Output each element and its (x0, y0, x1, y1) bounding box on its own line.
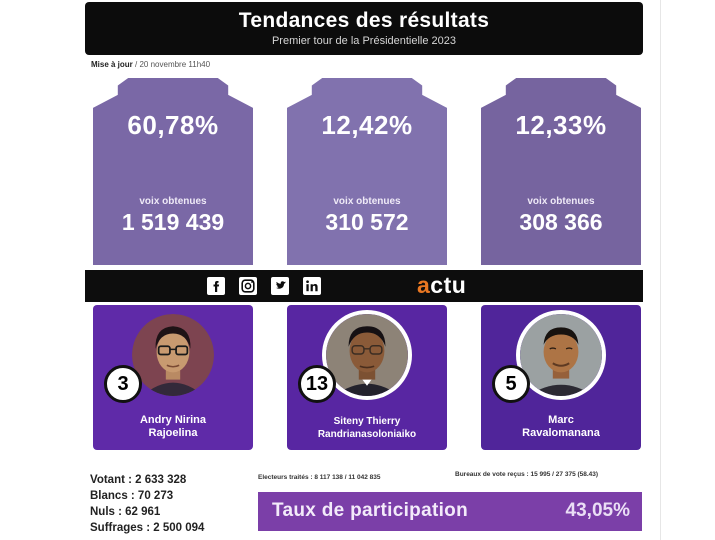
result-card-ravalomanana: 12,33% voix obtenues 308 366 (481, 78, 641, 265)
candidate-card-ravalomanana: 5 Marc Ravalomanana (481, 305, 641, 450)
update-label: Mise à jour (91, 60, 133, 69)
candidate-name-line2: Randrianasoloniaiko (317, 428, 417, 440)
header-band: Tendances des résultats Premier tour de … (85, 2, 643, 55)
instagram-icon (239, 277, 257, 295)
social-icons (207, 277, 321, 295)
stat-votant: Votant : 2 633 328 (90, 474, 187, 486)
page-title: Tendances des résultats (238, 9, 490, 32)
candidate-name: Marc Ravalomanana (481, 414, 641, 442)
votes-count: 1 519 439 (121, 209, 225, 235)
votes-count: 310 572 (325, 209, 409, 235)
result-card-siteny: 12,42% voix obtenues 310 572 (287, 78, 447, 265)
candidate-photo-rajoelina (132, 314, 214, 396)
footnote-bureaux: Bureaux de vote reçus : 15 995 / 27 375 … (455, 471, 599, 478)
facebook-icon (207, 277, 225, 295)
participation-label: Taux de participation (272, 500, 468, 521)
candidate-card-siteny: 13 Siteny Thierry Randrianasoloniaiko (287, 305, 447, 450)
vote-statistics: Votant : 2 633 328 Blancs : 70 273 Nuls … (90, 472, 204, 536)
update-detail: / 20 novembre 11h40 (135, 60, 211, 69)
candidate-photo-ravalomanana (520, 314, 602, 396)
candidate-name: Siteny Thierry Randrianasoloniaiko (287, 416, 447, 441)
candidate-name-line1: Marc (548, 413, 574, 426)
votes-label: voix obtenues (527, 196, 595, 207)
footnote-electeurs: Electeurs traités : 8 117 138 / 11 042 8… (258, 474, 381, 481)
candidate-number-badge: 13 (298, 365, 336, 403)
participation-bar: Taux de participation 43,05% (258, 492, 642, 531)
votes-label: voix obtenues (139, 196, 207, 207)
image-edge-line (660, 0, 661, 540)
result-percent: 60,78% (127, 110, 219, 140)
result-percent: 12,42% (321, 110, 413, 140)
votes-count: 308 366 (519, 209, 603, 235)
page-subtitle: Premier tour de la Présidentielle 2023 (271, 35, 457, 47)
votes-label: voix obtenues (333, 196, 401, 207)
update-note: Mise à jour / 20 novembre 11h40 (91, 60, 210, 69)
twitter-icon (271, 277, 289, 295)
candidate-number-badge: 5 (492, 365, 530, 403)
result-card-rajoelina: 60,78% voix obtenues 1 519 439 (93, 78, 253, 265)
result-percent: 12,33% (515, 110, 607, 140)
stat-blancs: Blancs : 70 273 (90, 490, 174, 503)
actu-logo-rest: ctu (430, 272, 467, 298)
candidate-name-line2: Rajoelina (148, 427, 198, 440)
candidate-photo-siteny (326, 314, 408, 396)
candidate-card-rajoelina: 3 Andry Nirina Rajoelina (93, 305, 253, 450)
participation-value: 43,05% (565, 500, 630, 521)
actu-logo-prefix: a (417, 272, 431, 298)
candidate-name-line1: Siteny Thierry (333, 416, 401, 427)
social-brand-bar: actu (85, 270, 643, 302)
actu-logo: actu (417, 272, 466, 299)
candidate-name: Andry Nirina Rajoelina (93, 414, 253, 442)
stat-suffrages: Suffrages : 2 500 094 (90, 522, 205, 535)
candidate-number-badge: 3 (104, 365, 142, 403)
linkedin-icon (303, 277, 321, 295)
candidate-name-line1: Andry Nirina (139, 413, 206, 426)
candidate-name-line2: Ravalomanana (522, 427, 600, 440)
stat-nuls: Nuls : 62 961 (90, 506, 161, 519)
